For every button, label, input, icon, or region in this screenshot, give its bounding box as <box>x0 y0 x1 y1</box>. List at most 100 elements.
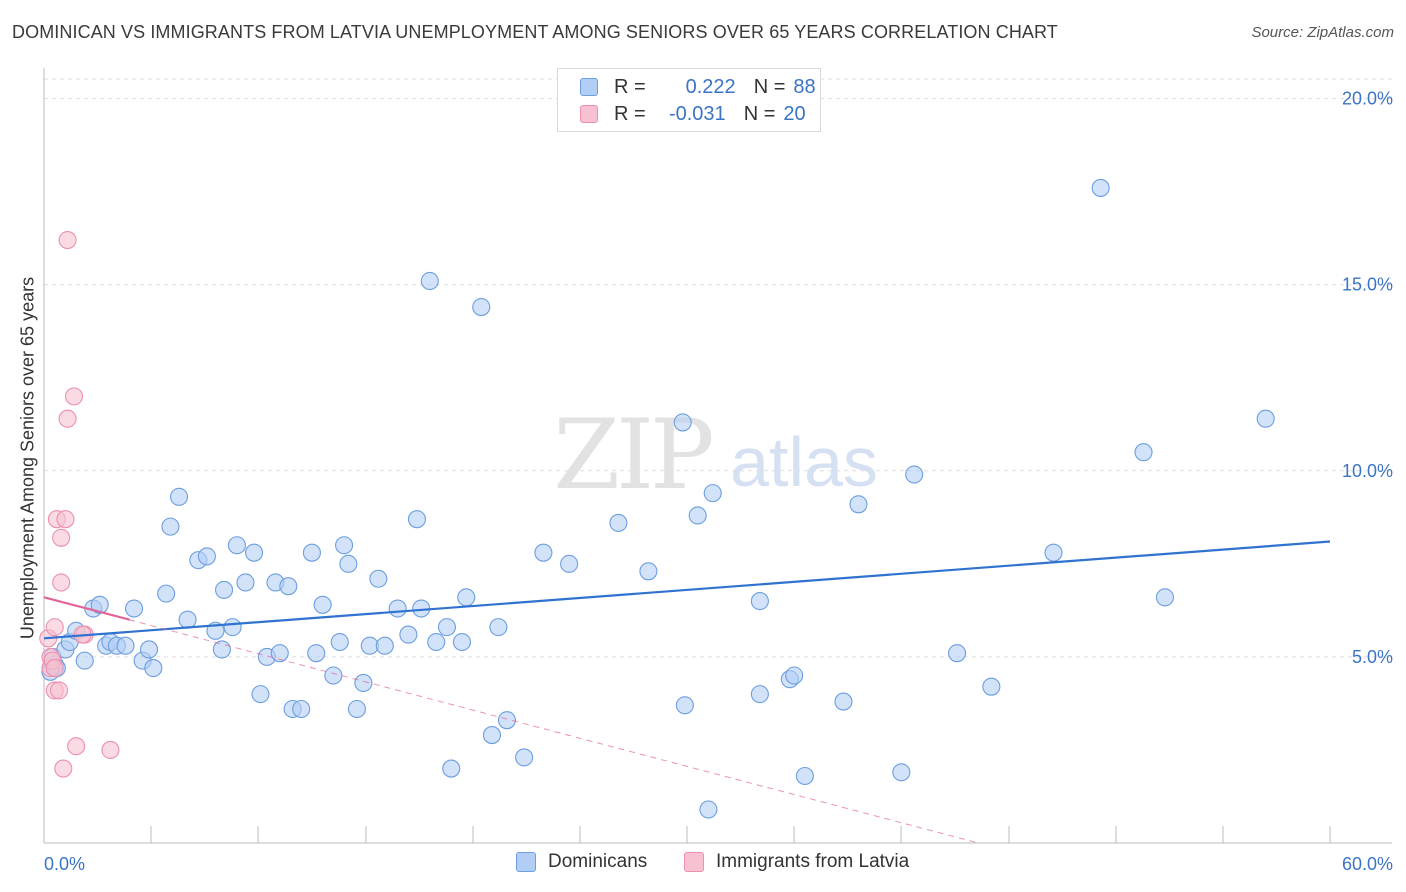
x-tick-label: 60.0% <box>1342 854 1393 874</box>
dominicans-point <box>452 632 472 652</box>
dominicans-point <box>354 673 373 693</box>
dominicans-point <box>124 599 144 618</box>
bottom-legend-swatch-dominicans <box>516 852 536 872</box>
dominicans-point <box>116 636 135 655</box>
dominicans-point <box>750 592 769 611</box>
latvia-point <box>64 387 84 406</box>
legend: R = 0.222 N = 88 R = -0.031 N = 20 <box>557 68 821 132</box>
legend-r-label: R = <box>614 102 646 125</box>
dominicans-point <box>1091 178 1110 197</box>
bottom-legend-label-latvia: Immigrants from Latvia <box>716 851 910 872</box>
dominicans-point <box>157 584 176 603</box>
dominicans-point <box>639 562 658 581</box>
dominicans-point <box>292 699 311 719</box>
y-axis-label: Unemployment Among Seniors over 65 years <box>17 276 38 640</box>
latvia-points <box>39 230 120 778</box>
dominicans-point <box>307 644 326 663</box>
dominicans-point <box>335 536 354 555</box>
dominicans-point <box>407 510 426 529</box>
dominicans-point <box>699 800 718 819</box>
chart-title: DOMINICAN VS IMMIGRANTS FROM LATVIA UNEM… <box>12 22 1058 42</box>
latvia-trend-line <box>43 596 131 621</box>
dominicans-point <box>785 666 804 685</box>
dominicans-point <box>948 644 967 663</box>
source-credit: Source: ZipAtlas.com <box>1251 24 1394 41</box>
dominicans-point <box>1155 588 1175 607</box>
dominicans-point <box>1134 443 1153 462</box>
legend-swatch-dominicans <box>580 78 598 96</box>
bottom-legend-swatch-latvia <box>684 852 704 872</box>
latvia-point <box>58 409 77 428</box>
dominicans-point <box>750 685 769 704</box>
legend-n-latvia: 20 <box>783 102 806 125</box>
latvia-point <box>52 528 71 547</box>
dominicans-point <box>236 573 255 592</box>
legend-r-latvia: -0.031 <box>668 102 726 125</box>
legend-n-label: N = <box>743 102 776 125</box>
dominicans-point <box>534 543 553 562</box>
dominicans-point <box>214 580 234 599</box>
dominicans-point <box>178 610 197 629</box>
dominicans-point <box>795 766 814 786</box>
dominicans-point <box>703 484 722 503</box>
latvia-point <box>58 230 77 250</box>
dominicans-point <box>472 297 491 317</box>
dominicans-point <box>497 711 517 730</box>
tick-labels: 5.0% 10.0% 15.0% 20.0% 0.0% 60.0% <box>44 89 1393 874</box>
bottom-legend-latvia: Immigrants from Latvia <box>684 851 909 873</box>
dominicans-point <box>437 618 456 637</box>
dominicans-point <box>482 726 502 745</box>
dominicans-point <box>457 588 476 607</box>
dominicans-point <box>427 632 446 652</box>
x-tick-label: 0.0% <box>44 854 85 874</box>
axes <box>43 68 1392 844</box>
y-tick-label: 10.0% <box>1342 461 1393 481</box>
legend-n-dominicans: 88 <box>793 75 816 98</box>
dominicans-point <box>905 465 924 484</box>
dominicans-point <box>1256 409 1275 428</box>
dominicans-point <box>302 543 321 562</box>
dominicans-points <box>41 178 1275 819</box>
dominicans-point <box>227 536 246 555</box>
dominicans-point <box>489 618 508 637</box>
dominicans-point <box>609 513 628 532</box>
dominicans-point <box>339 554 358 573</box>
dominicans-point <box>347 699 366 719</box>
y-tick-label: 5.0% <box>1352 647 1393 667</box>
dominicans-point <box>313 595 332 614</box>
dominicans-point <box>442 759 461 778</box>
gridlines <box>44 78 1392 658</box>
dominicans-point <box>90 595 109 614</box>
dominicans-point <box>375 636 394 655</box>
dominicans-point <box>75 651 94 670</box>
bottom-legend-dominicans: Dominicans <box>516 851 647 873</box>
latvia-point <box>45 618 64 637</box>
trend-lines <box>43 540 1331 844</box>
dominicans-point <box>420 271 439 291</box>
dominicans-point <box>169 487 189 506</box>
dominicans-point <box>982 677 1001 696</box>
dominicans-point <box>688 506 707 525</box>
dominicans-point <box>279 577 298 596</box>
dominicans-point <box>144 659 163 678</box>
dominicans-point <box>515 748 534 767</box>
latvia-point <box>52 573 71 592</box>
dominicans-point <box>1044 543 1063 562</box>
latvia-point <box>49 681 69 700</box>
dominicans-point <box>270 644 289 663</box>
latvia-point <box>45 659 64 678</box>
y-tick-label: 20.0% <box>1342 89 1393 109</box>
legend-n-label: N = <box>753 75 786 98</box>
dominicans-point <box>892 763 911 782</box>
dominicans-point <box>673 413 692 432</box>
legend-r-dominicans: 0.222 <box>685 75 736 98</box>
dominicans-point <box>251 685 270 704</box>
latvia-point <box>67 737 86 756</box>
dominicans-point <box>244 543 264 562</box>
dominicans-point <box>369 569 388 588</box>
y-tick-label: 15.0% <box>1342 275 1393 295</box>
watermark: ZIP atlas <box>553 399 878 511</box>
bottom-legend-label-dominicans: Dominicans <box>548 851 648 872</box>
dominicans-point <box>197 547 216 566</box>
dominicans-point <box>360 636 379 655</box>
